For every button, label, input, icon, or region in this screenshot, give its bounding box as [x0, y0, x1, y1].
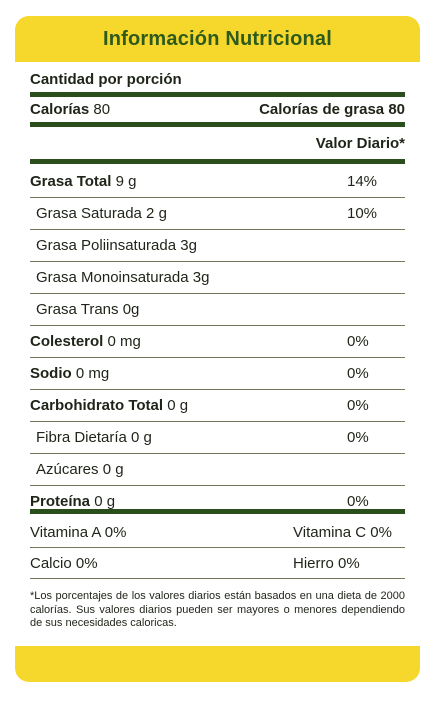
divider-thin: [30, 485, 405, 486]
nutrient-name: Grasa Monoinsaturada 3g: [30, 269, 209, 286]
nutrient-row: Grasa Saturada 2 g 10%: [30, 198, 405, 229]
vitamin-right: Vitamina C 0%: [293, 523, 392, 541]
nutrient-row: Grasa Trans 0g: [30, 294, 405, 325]
calories-label: Calorías: [30, 100, 90, 118]
nutrient-daily-value: 0%: [347, 333, 369, 350]
footnote: *Los porcentajes de los valores diarios …: [30, 590, 405, 629]
nutrient-daily-value: 14%: [347, 173, 378, 190]
nutrient-name: Grasa Trans 0g: [30, 301, 139, 318]
divider-thin: [30, 389, 405, 390]
divider-thick: [30, 122, 405, 127]
divider-thin: [30, 261, 405, 262]
nutrient-row: Colesterol 0 mg 0%: [30, 326, 405, 357]
fat-calories-text: Calorías de grasa 80: [259, 101, 405, 118]
nutrient-amount: 0 mg: [75, 365, 110, 382]
serving-row: Cantidad por porción: [30, 68, 405, 90]
dv-header-row: Valor Diario*: [30, 131, 405, 155]
divider-thin: [30, 197, 405, 198]
divider-thin: [30, 229, 405, 230]
divider-thick: [30, 509, 405, 514]
nutrient-label: Fibra Dietaría 0 g: [36, 429, 152, 446]
nutrient-label: Grasa Trans 0g: [36, 301, 140, 318]
nutrient-amount: 0 g: [167, 397, 189, 414]
nutrient-daily-value: 0%: [347, 397, 369, 414]
divider-thin: [30, 357, 405, 358]
nutrient-row: Azúcares 0 g: [30, 454, 405, 485]
nutrient-name: Grasa Saturada 2 g: [30, 205, 167, 222]
divider-thick: [30, 92, 405, 97]
divider-thin: [30, 578, 405, 579]
nutrient-name: Sodio 0 mg: [30, 365, 109, 382]
nutrient-row: Carbohidrato Total 0 g 0%: [30, 390, 405, 421]
nutrient-name: Grasa Total 9 g: [30, 173, 136, 190]
nutrient-name: Azúcares 0 g: [30, 461, 124, 478]
divider-thin: [30, 421, 405, 422]
nutrient-name: Proteína 0 g: [30, 493, 115, 510]
nutrient-label: Sodio: [30, 365, 72, 382]
divider-thick: [30, 159, 405, 164]
vitamin-left: Calcio 0%: [30, 554, 98, 572]
divider-thin: [30, 453, 405, 454]
nutrient-name: Carbohidrato Total 0 g: [30, 397, 188, 414]
nutrient-daily-value: 0%: [347, 365, 369, 382]
nutrient-label: Proteína: [30, 493, 91, 510]
nutrient-label: Carbohidrato Total: [30, 397, 164, 414]
nutrient-label: Azúcares 0 g: [36, 461, 124, 478]
nutrient-row: Grasa Monoinsaturada 3g: [30, 262, 405, 293]
nutrient-row: Proteína 0 g 0%: [30, 486, 405, 517]
label-title: Información Nutricional: [102, 27, 333, 50]
nutrient-amount: 0 g: [94, 493, 116, 510]
vitamin-row: Vitamina A 0% Vitamina C 0%: [30, 517, 405, 547]
calories-text: Calorías 80: [30, 101, 110, 118]
nutrient-label: Grasa Poliinsaturada 3g: [36, 237, 197, 254]
nutrient-row: Fibra Dietaría 0 g 0%: [30, 422, 405, 453]
vitamin-right: Hierro 0%: [293, 554, 360, 572]
nutrient-name: Fibra Dietaría 0 g: [30, 429, 152, 446]
nutrient-label: Grasa Total: [30, 173, 112, 190]
nutrient-row: Sodio 0 mg 0%: [30, 358, 405, 389]
divider-thin: [30, 293, 405, 294]
fat-calories-label: Calorías de grasa: [259, 100, 385, 118]
divider-thin: [30, 325, 405, 326]
nutrient-label: Grasa Saturada 2 g: [36, 205, 167, 222]
nutrient-daily-value: 0%: [347, 429, 369, 446]
nutrient-daily-value: 0%: [347, 493, 369, 510]
calories-row: Calorías 80 Calorías de grasa 80: [30, 98, 405, 120]
divider-thin: [30, 547, 405, 548]
nutrient-daily-value: 10%: [347, 205, 378, 222]
nutrient-amount: 9 g: [115, 173, 137, 190]
vitamin-left: Vitamina A 0%: [30, 523, 127, 541]
nutrient-row: Grasa Poliinsaturada 3g: [30, 230, 405, 261]
nutrient-name: Colesterol 0 mg: [30, 333, 141, 350]
vitamin-row: Calcio 0% Hierro 0%: [30, 548, 405, 578]
serving-label: Cantidad por porción: [30, 70, 182, 88]
nutrition-label: Información Nutricional Cantidad por por…: [15, 16, 420, 682]
fat-calories-value: 80: [388, 100, 405, 118]
nutrient-amount: 0 mg: [107, 333, 141, 350]
label-footer: [15, 646, 420, 682]
label-header: Información Nutricional: [15, 16, 420, 62]
nutrient-name: Grasa Poliinsaturada 3g: [30, 237, 197, 254]
nutrient-row: Grasa Total 9 g 14%: [30, 166, 405, 197]
calories-value: 80: [93, 100, 111, 118]
nutrient-label: Colesterol: [30, 333, 104, 350]
dv-header: Valor Diario*: [315, 134, 405, 152]
nutrient-label: Grasa Monoinsaturada 3g: [36, 269, 210, 286]
